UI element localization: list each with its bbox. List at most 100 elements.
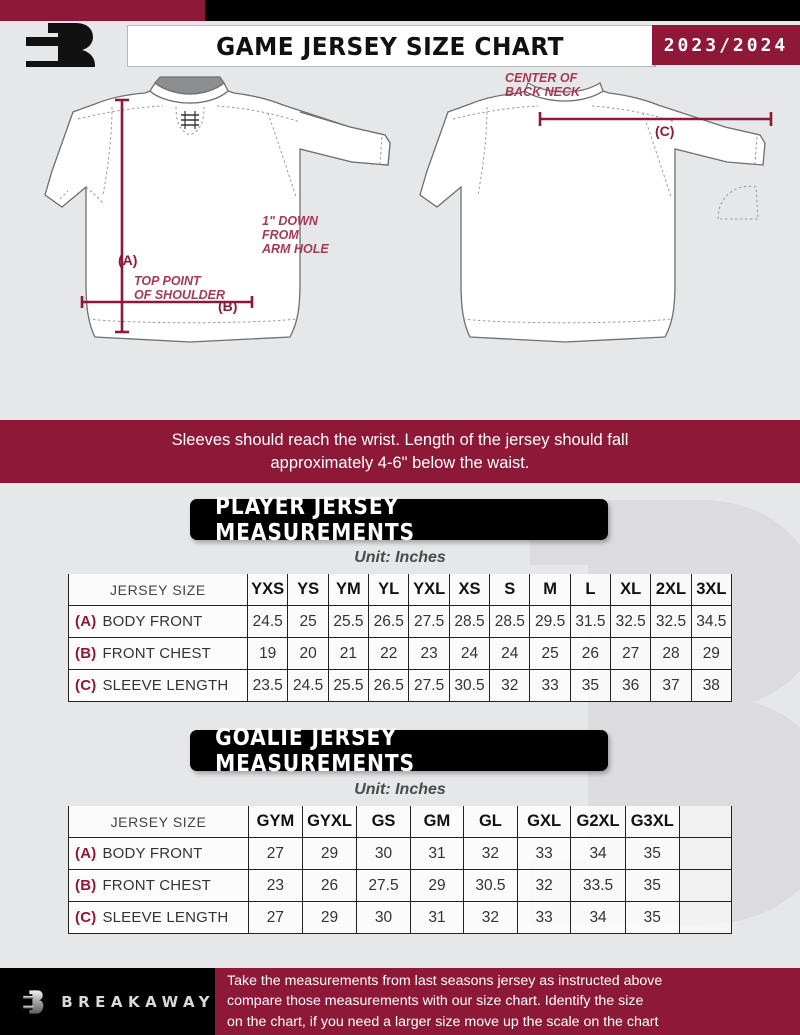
page-title: GAME JERSEY SIZE CHART (127, 25, 654, 67)
table-cell: 32 (463, 837, 518, 870)
footer-brand: BREAKAWAY (0, 968, 215, 1035)
table-header-size (678, 806, 733, 838)
table-header-size: XS (448, 574, 491, 606)
table-cell: 29 (301, 837, 358, 870)
table-cell: 35 (569, 669, 612, 702)
table-header-size: YL (368, 574, 410, 606)
table-cell: 31 (409, 837, 465, 870)
table-row: (C) SLEEVE LENGTH 23.5 24.5 25.5 26.5 27.5 30.5… (68, 669, 733, 702)
table-header-size: 3XL (690, 574, 733, 606)
table-header-jersey-size: JERSEY SIZE (68, 574, 248, 606)
table-header-size: GXL (516, 806, 572, 838)
table-cell: 37 (650, 669, 692, 702)
table-cell: 29 (690, 637, 733, 670)
table-cell: 30.5 (448, 669, 491, 702)
season-badge: 2023/2024 (652, 25, 800, 65)
table-header-size: M (529, 574, 571, 606)
table-cell: 26.5 (368, 669, 410, 702)
table-cell: 33.5 (570, 869, 626, 902)
row-label: (C) SLEEVE LENGTH (68, 901, 249, 934)
table-header-size: GL (463, 806, 518, 838)
table-cell: 25.5 (327, 669, 370, 702)
table-cell: 26 (569, 637, 612, 670)
table-cell: 36 (610, 669, 652, 702)
table-cell: 28.5 (489, 605, 531, 638)
row-label: (A) BODY FRONT (68, 837, 249, 870)
table-cell: 26 (301, 869, 358, 902)
player-section-title: PLAYER JERSEY MEASUREMENTS (190, 494, 608, 546)
table-cell: 27.5 (408, 669, 450, 702)
table-cell: 34.5 (690, 605, 733, 638)
table-cell: 34 (570, 837, 626, 870)
table-header-size: 2XL (650, 574, 692, 606)
table-cell: 29 (409, 869, 465, 902)
table-header-size: GYM (247, 806, 303, 838)
table-cell: 23 (408, 637, 450, 670)
table-cell (678, 901, 733, 934)
table-header-size: G3XL (624, 806, 680, 838)
table-cell: 31 (409, 901, 465, 934)
table-cell: 27 (610, 637, 652, 670)
row-marker: (B) (75, 645, 97, 662)
table-cell: 31.5 (569, 605, 612, 638)
label-c-line2: BACK NECK (505, 85, 581, 99)
table-cell: 29.5 (529, 605, 571, 638)
table-cell: 32 (516, 869, 572, 902)
goalie-section-title: GOALIE JERSEY MEASUREMENTS (190, 725, 608, 777)
label-a-line2: OF SHOULDER (134, 288, 225, 302)
footer-line-1: Take the measurements from last seasons … (227, 973, 663, 990)
front-jersey-illustration: (A) TOP POINT OF SHOULDER (B) 1" DOWN FR… (44, 76, 391, 343)
label-b-marker: (B) (218, 298, 237, 314)
table-cell: 22 (368, 637, 410, 670)
table-cell: 34 (570, 901, 626, 934)
header-bar: GAME JERSEY SIZE CHART 2023/2024 (0, 21, 800, 79)
footer-line-3: on the chart, if you need a larger size … (227, 1013, 659, 1030)
table-cell: 32 (463, 901, 518, 934)
row-marker: (B) (75, 877, 97, 894)
table-header-size: YM (327, 574, 370, 606)
table-cell: 27.5 (408, 605, 450, 638)
table-cell (678, 837, 733, 870)
label-a-line1: TOP POINT (134, 274, 202, 288)
table-cell: 27.5 (356, 869, 411, 902)
table-cell: 29 (301, 901, 358, 934)
goalie-measurements-table: JERSEY SIZE GYM GYXL GS GM GL GXL G2XL G3XL (A) BO… (68, 806, 733, 934)
row-label: (B) FRONT CHEST (68, 869, 249, 902)
table-cell: 24 (489, 637, 531, 670)
row-marker: (A) (75, 845, 97, 862)
footer-wordmark: BREAKAWAY (61, 992, 215, 1011)
top-strip-maroon (0, 0, 205, 21)
table-header-size: GM (409, 806, 465, 838)
table-cell: 21 (327, 637, 370, 670)
table-cell: 28 (650, 637, 692, 670)
table-cell: 35 (624, 901, 680, 934)
table-cell: 30 (356, 837, 411, 870)
table-header-size: YS (287, 574, 329, 606)
table-cell: 27 (247, 837, 303, 870)
table-cell: 25 (529, 637, 571, 670)
table-cell: 30.5 (463, 869, 518, 902)
table-cell: 24.5 (287, 669, 329, 702)
table-cell: 33 (529, 669, 571, 702)
row-marker: (A) (75, 613, 97, 630)
page-title-text: GAME JERSEY SIZE CHART (216, 31, 565, 61)
table-cell: 33 (516, 837, 572, 870)
table-cell: 25 (287, 605, 329, 638)
table-header-size: YXS (246, 574, 289, 606)
table-header-size: GS (356, 806, 411, 838)
row-marker: (C) (75, 909, 97, 926)
row-label: (A) BODY FRONT (68, 605, 248, 638)
table-row: (B) FRONT CHEST 23 26 27.5 29 30.5 32 33.5 35 (68, 869, 733, 902)
table-row: (B) FRONT CHEST 19 20 21 22 23 24 24 25 26 27 28 29 (68, 637, 733, 670)
breakaway-b-logo-icon (23, 989, 44, 1014)
row-label: (B) FRONT CHEST (68, 637, 248, 670)
row-label: (C) SLEEVE LENGTH (68, 669, 248, 702)
table-cell: 27 (247, 901, 303, 934)
label-b-line2: FROM (262, 228, 299, 242)
table-cell: 26.5 (368, 605, 410, 638)
back-jersey-illustration: (C) CENTER OF BACK NECK (419, 71, 773, 343)
table-cell: 38 (690, 669, 733, 702)
table-cell: 24.5 (246, 605, 289, 638)
table-cell: 19 (246, 637, 289, 670)
footer-line-2: compare those measurements with our size… (227, 993, 644, 1010)
